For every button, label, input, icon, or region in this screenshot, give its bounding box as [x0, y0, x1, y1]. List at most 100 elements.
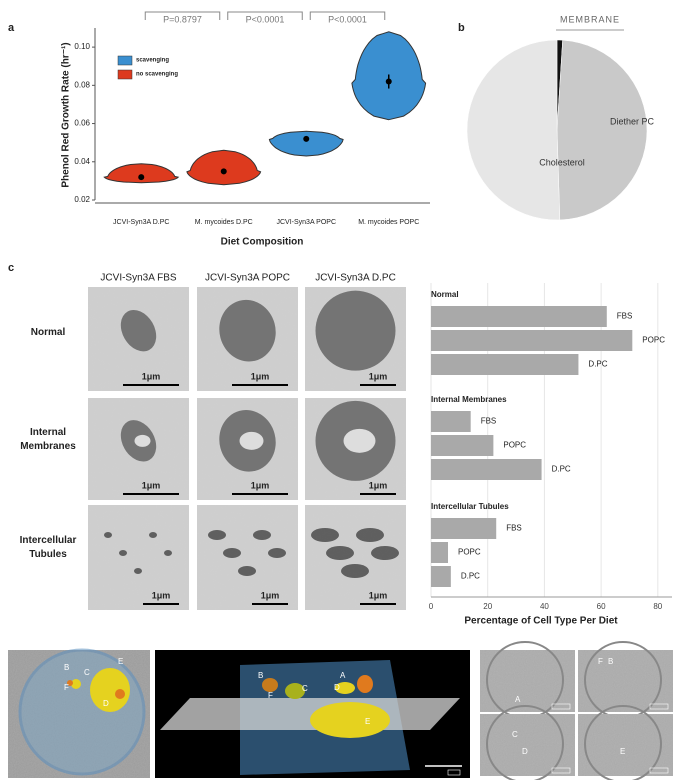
- cell: [356, 528, 384, 542]
- group-title: Internal Membranes: [431, 395, 507, 404]
- column-header: JCVI-Syn3A FBS: [100, 273, 176, 284]
- cell: [223, 548, 241, 558]
- x-axis-label: Percentage of Cell Type Per Diet: [464, 616, 618, 627]
- structure: [285, 683, 305, 699]
- bracket: [144, 11, 221, 20]
- bar-label: D.PC: [461, 572, 480, 581]
- row-label: Internal Membranes: [20, 427, 76, 452]
- legend-label: scavenging: [136, 58, 169, 64]
- panel-label: a: [8, 22, 15, 34]
- cell: [120, 310, 157, 352]
- structure-label: E: [118, 657, 123, 666]
- vesicle: [134, 434, 151, 447]
- micrograph-grain: [88, 505, 189, 610]
- bar: [431, 411, 471, 432]
- scale-box: [649, 703, 669, 710]
- median: [385, 78, 392, 85]
- slice-label: Diether PC: [610, 116, 655, 126]
- y-tick-label: 0.02: [74, 195, 90, 204]
- legend-label: no scavenging: [136, 72, 178, 78]
- bar-label: POPC: [642, 336, 665, 345]
- scale-label: 1μm: [369, 371, 388, 381]
- tomogram-grain: [578, 714, 673, 776]
- scale-label: 1μm: [142, 480, 161, 490]
- bar-label: FBS: [506, 524, 522, 533]
- cell: [311, 528, 339, 542]
- cell-outline: [486, 705, 564, 780]
- structure-label: E: [365, 717, 370, 726]
- x-tick-label: 0: [429, 602, 434, 611]
- bar: [431, 518, 497, 539]
- structure: [262, 678, 278, 692]
- bar: [431, 330, 633, 351]
- structure: [71, 679, 81, 689]
- violin: [103, 163, 180, 184]
- scale-label: 1μm: [261, 590, 280, 600]
- bar-label: POPC: [503, 441, 526, 450]
- y-tick-label: 0.06: [74, 119, 90, 128]
- vesicle: [343, 428, 376, 453]
- scale-box: [447, 769, 461, 776]
- structure-label: D: [522, 747, 528, 756]
- cell: [208, 530, 226, 540]
- scale-label: 1μm: [369, 480, 388, 490]
- bar-label: POPC: [458, 548, 481, 557]
- cell-outline: [584, 705, 662, 780]
- slice-label: Cholesterol: [539, 157, 585, 167]
- structure-label: D: [334, 683, 340, 692]
- cell: [315, 290, 396, 371]
- scale-label: 1μm: [152, 590, 171, 600]
- structure: [90, 668, 130, 712]
- cell: [253, 530, 271, 540]
- scale-label: 1μm: [251, 371, 270, 381]
- p-value: P=0.8797: [163, 14, 202, 24]
- cell: [238, 566, 256, 576]
- tomogram-grain: [578, 650, 673, 712]
- cell: [326, 546, 354, 560]
- p-value: P<0.0001: [328, 14, 367, 24]
- structure: [67, 680, 73, 686]
- cell: [341, 564, 369, 578]
- tomogram-plane: [160, 698, 460, 730]
- vesicle: [239, 431, 264, 450]
- structure: [310, 702, 390, 738]
- structure-label: C: [302, 684, 308, 693]
- structure-label: A: [340, 671, 346, 680]
- structure: [115, 689, 125, 699]
- scale-box: [649, 767, 669, 774]
- cell: [149, 532, 157, 538]
- cell-membrane: [18, 648, 146, 776]
- legend-swatch: [117, 55, 133, 66]
- x-tick-label: JCVI-Syn3A POPC: [276, 219, 336, 226]
- panel-label: c: [8, 262, 14, 274]
- x-tick-label: 20: [483, 602, 492, 611]
- median: [220, 168, 227, 175]
- x-tick-label: 80: [653, 602, 662, 611]
- y-tick-label: 0.08: [74, 80, 90, 89]
- bar: [431, 459, 542, 480]
- panel-label: b: [458, 22, 465, 34]
- cell: [164, 550, 172, 556]
- bar: [431, 542, 449, 563]
- micrograph-grain: [197, 505, 298, 610]
- x-tick-label: 40: [540, 602, 549, 611]
- structure: [335, 682, 355, 694]
- row-label: Normal: [30, 327, 66, 338]
- structure-label: D: [103, 699, 109, 708]
- row-label: Intercellular Tubules: [19, 535, 77, 560]
- tomogram-grain: [480, 650, 575, 712]
- structure-label: B: [608, 657, 613, 666]
- scale-label: 1μm: [142, 371, 161, 381]
- bar-label: D.PC: [588, 360, 607, 369]
- x-tick-label: M. mycoides D.PC: [195, 219, 253, 226]
- cell: [219, 299, 276, 362]
- group-title: Normal: [431, 290, 459, 299]
- bracket: [309, 11, 386, 20]
- scale-label: 1μm: [251, 480, 270, 490]
- structure-label: F: [64, 683, 69, 692]
- cell: [371, 546, 399, 560]
- legend-swatch: [117, 69, 133, 80]
- cell: [134, 568, 142, 574]
